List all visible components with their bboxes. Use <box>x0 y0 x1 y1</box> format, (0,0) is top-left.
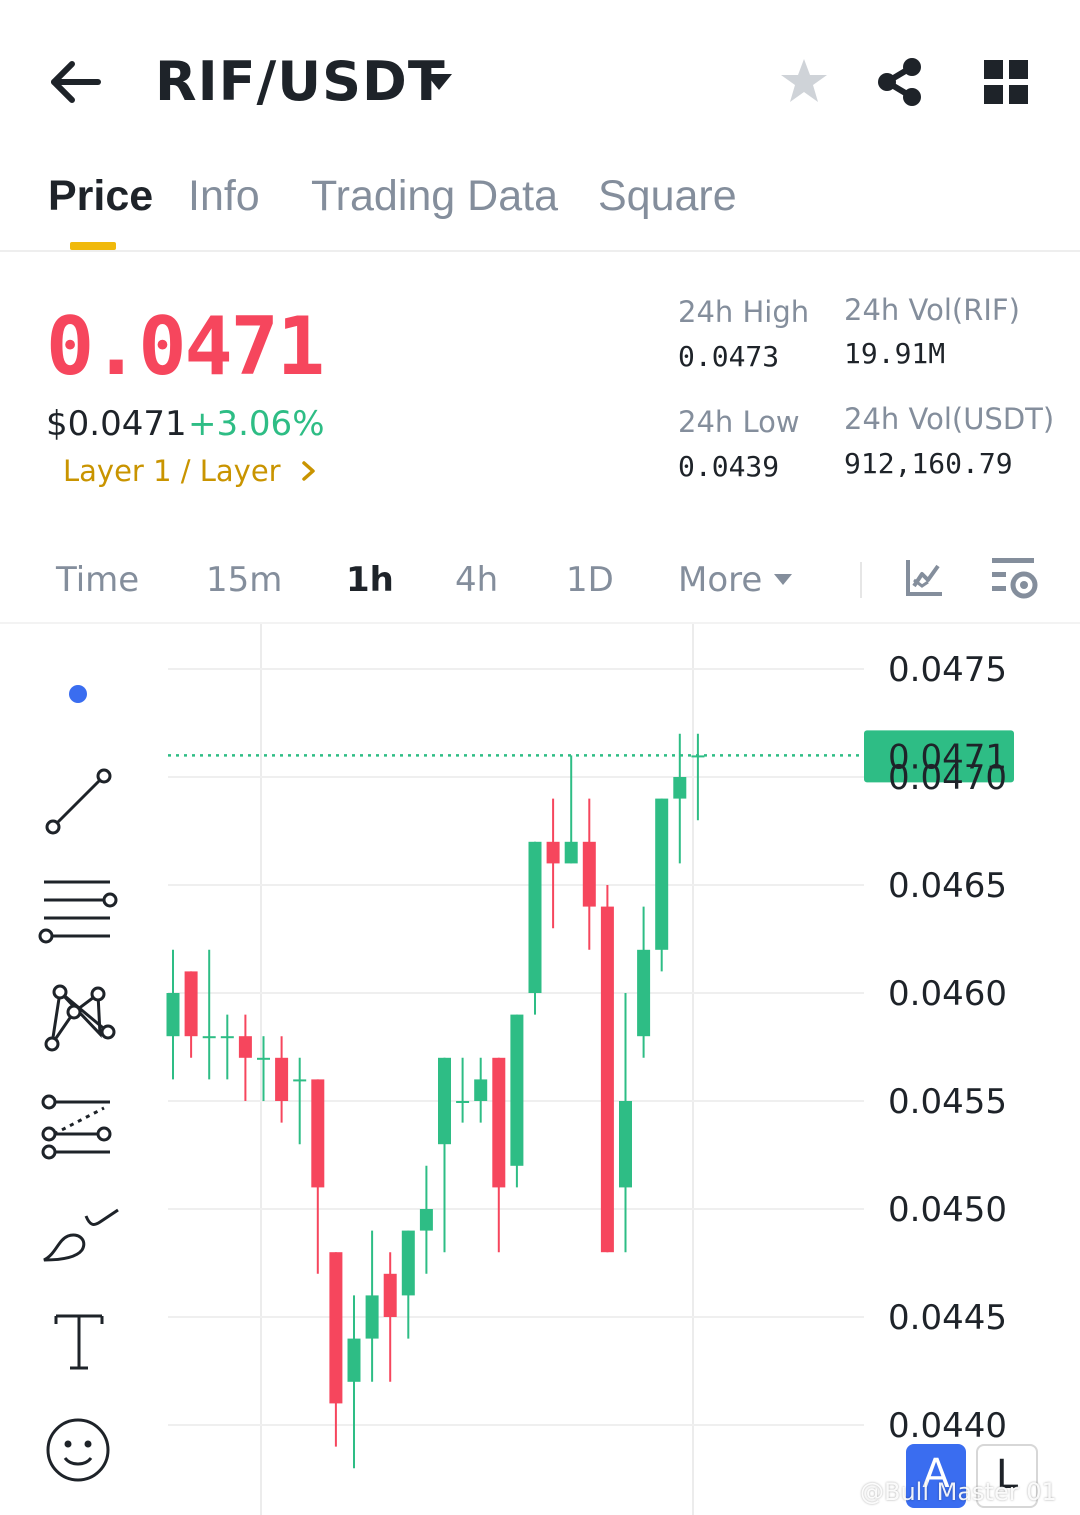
candlestick-chart[interactable]: 0.0471 0.04750.04700.04650.04600.04550.0… <box>0 624 1080 1515</box>
y-tick-label: 0.0455 <box>888 1082 1007 1122</box>
log-scale-button[interactable]: L <box>976 1444 1038 1508</box>
y-tick-label: 0.0475 <box>888 650 1007 690</box>
blue-dot-indicator <box>69 685 87 703</box>
candle-body-up <box>419 1209 433 1231</box>
candle-body-up <box>673 777 687 799</box>
high-value: 0.0473 <box>678 340 780 373</box>
candle-body-up <box>564 841 578 864</box>
current-price-line: 0.0471 <box>168 730 1014 783</box>
fibonacci-icon[interactable] <box>38 1086 120 1168</box>
tab-info[interactable]: Info <box>188 172 260 220</box>
candle-body-up <box>293 1079 307 1082</box>
pair-dropdown-icon[interactable] <box>424 70 454 94</box>
vol-quote-label: 24h Vol(USDT) <box>844 402 1055 436</box>
interval-bar: Time 15m 1h 4h 1D More <box>0 540 1080 624</box>
auto-scale-button[interactable]: A <box>906 1444 966 1508</box>
emoji-icon[interactable] <box>38 1408 120 1490</box>
current-price-tag-label: 0.0471 <box>888 737 1007 777</box>
candle-body-down <box>383 1273 397 1317</box>
trend-line-icon[interactable] <box>38 760 120 842</box>
candle-body-down <box>238 1036 252 1058</box>
vol-quote-value: 912,160.79 <box>844 447 1013 480</box>
low-value: 0.0439 <box>678 450 780 483</box>
interval-4h[interactable]: 4h <box>455 560 499 600</box>
tab-price[interactable]: Price <box>48 172 154 220</box>
back-arrow-icon[interactable] <box>48 54 104 110</box>
interval-time[interactable]: Time <box>56 560 140 600</box>
candle-body-up <box>619 1101 632 1188</box>
category-link[interactable]: Layer 1 / Layer <box>63 454 281 488</box>
brush-icon[interactable] <box>38 1196 120 1278</box>
candle-body-up <box>257 1057 270 1060</box>
interval-1h[interactable]: 1h <box>346 560 394 600</box>
y-tick-label: 0.0465 <box>888 866 1007 906</box>
candle-body-up <box>166 993 180 1037</box>
section-tabs: Price Info Trading Data Square <box>0 160 1080 252</box>
high-label: 24h High <box>678 295 810 329</box>
y-tick-label: 0.0450 <box>888 1190 1007 1230</box>
pattern-icon[interactable] <box>38 976 120 1058</box>
candle-body-up <box>637 949 651 1037</box>
chevron-right-icon[interactable] <box>300 460 318 482</box>
candle-body-down <box>329 1252 343 1404</box>
candle-body-up <box>202 1036 216 1039</box>
low-label: 24h Low <box>678 405 800 439</box>
change-percent: +3.06% <box>188 404 325 444</box>
candle-series <box>166 733 705 1469</box>
pair-title[interactable]: RIF/USDT <box>155 50 446 113</box>
candle-body-up <box>365 1295 379 1339</box>
interval-1d[interactable]: 1D <box>566 560 614 600</box>
candle-body-up <box>347 1338 361 1382</box>
share-icon[interactable] <box>874 56 926 108</box>
candle-body-up <box>401 1230 415 1296</box>
candle-body-up <box>510 1014 524 1166</box>
watermark: @Bull Master 01 <box>860 1478 1057 1506</box>
vol-base-label: 24h Vol(RIF) <box>844 293 1020 327</box>
y-tick-label: 0.0470 <box>888 758 1007 798</box>
more-dropdown-icon[interactable] <box>773 572 793 586</box>
usd-price: $0.0471 <box>46 404 187 444</box>
candle-body-up <box>528 841 542 993</box>
current-price-tag <box>864 730 1014 783</box>
y-tick-label: 0.0445 <box>888 1298 1007 1338</box>
indicator-chart-icon[interactable] <box>904 558 944 598</box>
chart-settings-icon[interactable] <box>990 556 1038 600</box>
interval-divider <box>860 562 862 598</box>
candle-body-down <box>492 1057 506 1188</box>
candle-body-down <box>184 971 198 1037</box>
candle-body-up <box>220 1036 234 1039</box>
candle-body-up <box>438 1057 451 1145</box>
candle-body-down <box>275 1057 289 1101</box>
chart-grid <box>168 624 864 1515</box>
interval-15m[interactable]: 15m <box>206 560 283 600</box>
candle-body-down <box>546 841 560 864</box>
text-icon[interactable] <box>38 1302 120 1384</box>
y-tick-label: 0.0460 <box>888 974 1007 1014</box>
interval-more[interactable]: More <box>678 560 763 600</box>
candle-body-down <box>600 906 614 1253</box>
top-bar: RIF/USDT <box>0 0 1080 160</box>
last-price: 0.0471 <box>46 300 325 393</box>
candle-body-up <box>456 1101 470 1103</box>
candle-body-up <box>474 1079 488 1101</box>
grid-menu-icon[interactable] <box>984 60 1028 104</box>
y-tick-label: 0.0440 <box>888 1406 1007 1446</box>
favorite-star-icon[interactable] <box>778 56 830 108</box>
candle-body-up <box>655 798 669 950</box>
parallel-lines-icon[interactable] <box>38 866 120 948</box>
price-axis: 0.0475 0.0470 0.0465 0.0460 0.0455 0.0450 0.04… <box>888 650 1007 1446</box>
candle-body-down <box>311 1079 325 1188</box>
candle-body-down <box>582 841 596 907</box>
vol-base-value: 19.91M <box>844 337 946 370</box>
tab-square[interactable]: Square <box>598 172 737 220</box>
active-tab-indicator <box>70 242 116 250</box>
tab-trading-data[interactable]: Trading Data <box>311 172 558 220</box>
